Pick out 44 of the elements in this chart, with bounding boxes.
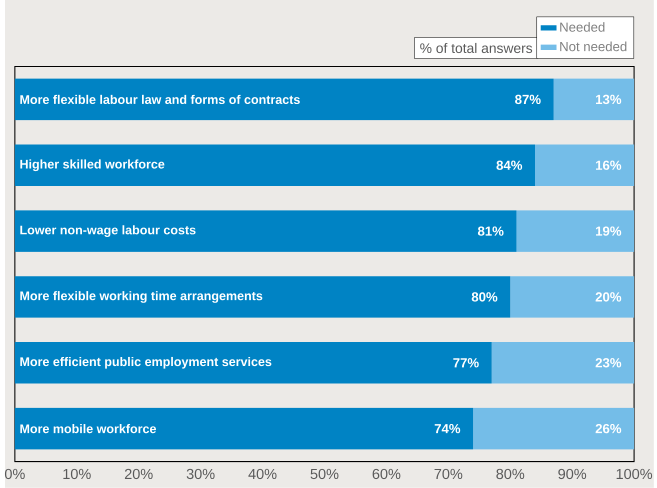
- data-label: 80%: [472, 292, 498, 302]
- bar: [14, 78, 554, 120]
- data-label: 23%: [596, 358, 622, 368]
- bar: [554, 78, 634, 120]
- bar: [473, 408, 634, 450]
- data-label: 16%: [596, 160, 622, 170]
- y-tick-label: Higher skilled workforce: [20, 159, 164, 172]
- bar: [535, 144, 634, 186]
- bar: [14, 408, 474, 450]
- x-tick-label: 90%: [558, 468, 586, 480]
- bar: [14, 276, 510, 318]
- x-tick-label: 100%: [616, 468, 652, 480]
- legend-label: Not needed: [560, 42, 626, 52]
- y-tick-label: More mobile workforce: [20, 424, 156, 434]
- x-tick-label: 10%: [63, 468, 91, 480]
- y-tick-label: More efficient public employment services: [20, 357, 272, 369]
- data-label: 26%: [596, 424, 622, 434]
- y-tick-label: More flexible labour law and forms of contracts: [20, 94, 300, 104]
- data-label: 20%: [596, 292, 622, 302]
- data-label: 13%: [596, 94, 622, 104]
- x-tick-label: 60%: [372, 468, 400, 480]
- data-label: 81%: [478, 226, 504, 236]
- x-tick-label: 30%: [186, 468, 215, 480]
- text: % of total answers: [420, 42, 532, 54]
- bar: [14, 342, 492, 384]
- x-tick-label: 40%: [248, 468, 277, 480]
- data-label: 84%: [496, 160, 522, 170]
- x-tick-label: 0%: [4, 468, 25, 480]
- y-tick-label: Lower non-wage labour costs: [20, 225, 196, 238]
- bar: [14, 210, 516, 252]
- data-label: 87%: [515, 94, 541, 104]
- y-tick-label: More flexible working time arrangements: [20, 291, 262, 303]
- x-tick-label: 20%: [124, 468, 153, 480]
- bar: [510, 276, 634, 318]
- data-label: 19%: [596, 226, 622, 236]
- x-tick-label: 80%: [496, 468, 524, 480]
- data-label: 74%: [434, 424, 460, 434]
- bar: [516, 210, 634, 252]
- bar: [492, 342, 634, 384]
- x-tick-label: 50%: [310, 468, 338, 480]
- bar: [14, 144, 536, 186]
- x-tick-label: 70%: [434, 468, 462, 480]
- legend-label: Needed: [560, 22, 604, 32]
- data-label: 77%: [453, 358, 479, 368]
